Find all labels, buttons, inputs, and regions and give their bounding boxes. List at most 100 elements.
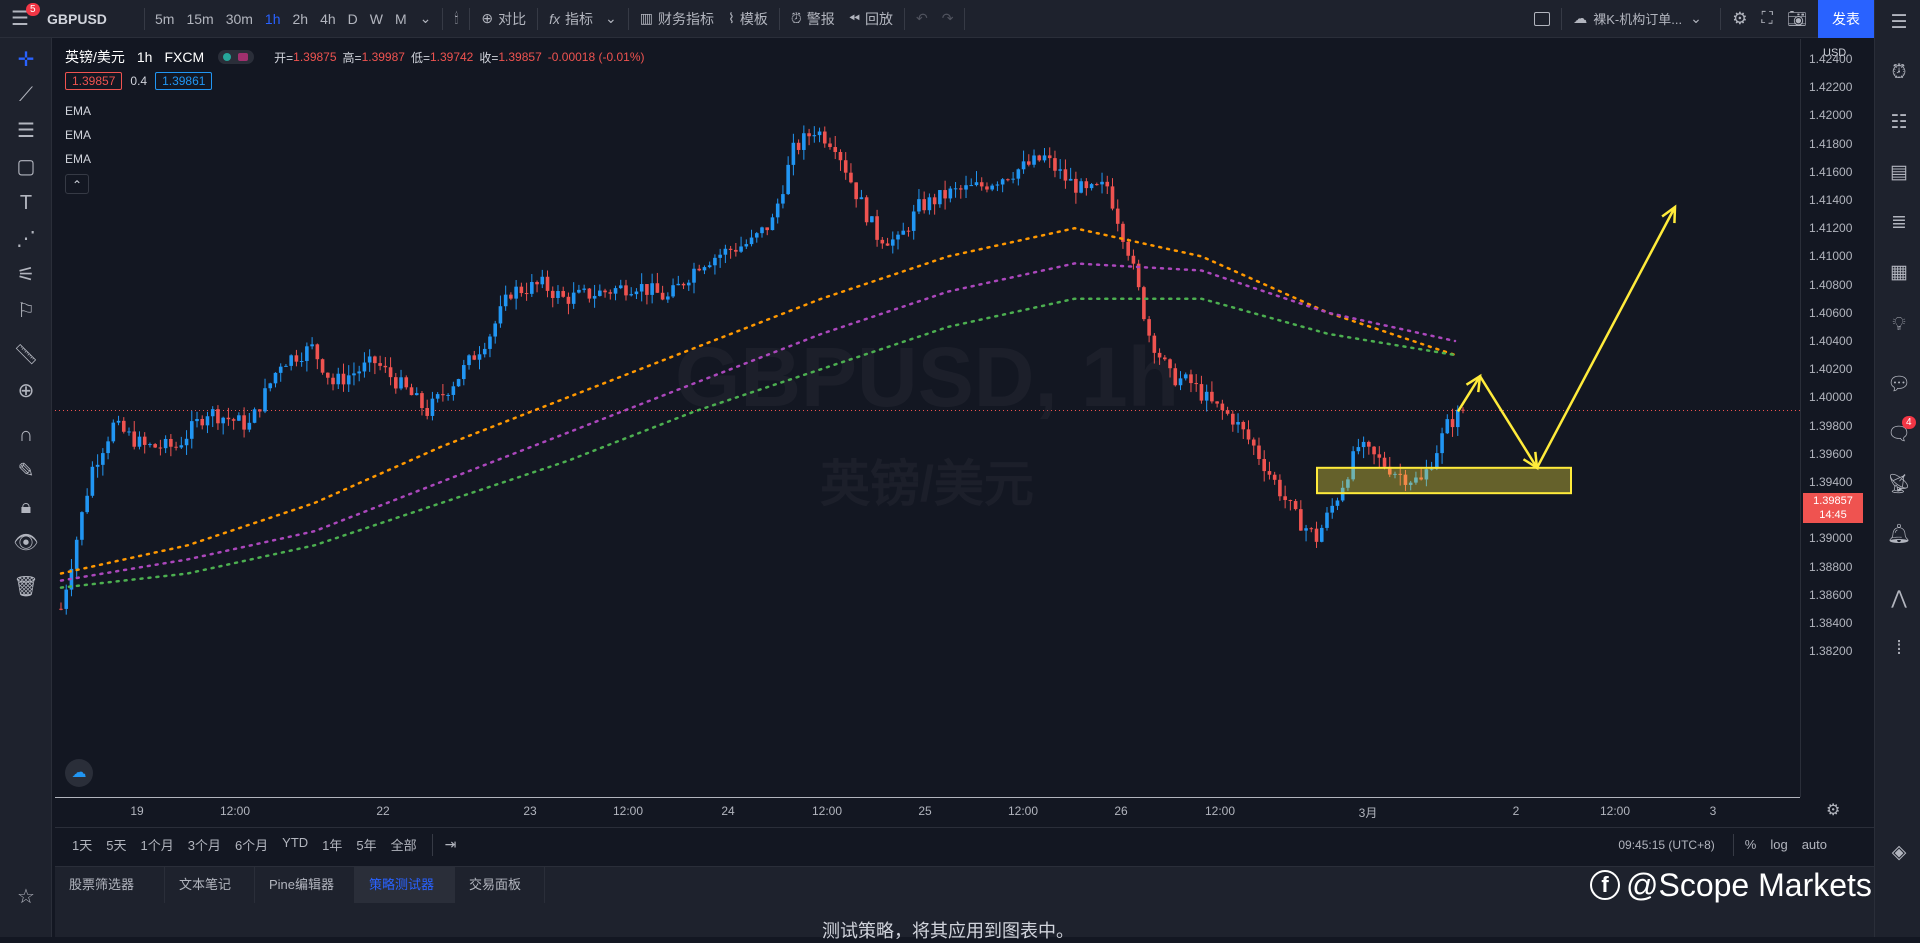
candle-body <box>922 199 926 211</box>
lock-icon[interactable]: 🔒︎ <box>20 496 32 518</box>
range-button[interactable]: 全部 <box>390 838 417 853</box>
candle-body <box>629 294 634 296</box>
interval-dropdown[interactable]: ⌄ <box>413 0 439 38</box>
candle-body <box>1053 158 1057 171</box>
range-button[interactable]: YTD <box>282 835 309 850</box>
fullscreen-button[interactable]: ⛶ <box>1754 0 1779 38</box>
templates-button[interactable]: ⌇ 模板 <box>721 0 775 38</box>
range-button[interactable]: 1个月 <box>140 838 174 853</box>
candle-body <box>315 344 320 360</box>
clock-display[interactable]: 09:45:15 (UTC+8) <box>1618 837 1715 852</box>
interval-4h[interactable]: 4h <box>320 10 336 27</box>
magnet-icon[interactable]: ∩ <box>18 424 34 446</box>
ema-line <box>59 297 1457 589</box>
order-panel-icon[interactable]: ⋀ <box>1891 588 1907 609</box>
fullscreen-toggle[interactable] <box>1527 0 1557 38</box>
news-icon[interactable]: ▤ <box>1890 162 1908 183</box>
range-button[interactable]: 1天 <box>72 838 93 853</box>
prediction-icon[interactable]: ⚟ <box>17 264 35 286</box>
indicator-legend-1[interactable]: EMA <box>65 128 92 142</box>
help-icon[interactable]: ◈ <box>1891 842 1907 863</box>
bottom-tab[interactable]: 股票筛选器 <box>55 867 165 903</box>
hotlist-icon[interactable]: ≣ <box>1891 212 1907 233</box>
redo-button[interactable]: ↷ <box>935 0 961 38</box>
indicator-legend-2[interactable]: EMA <box>65 152 92 166</box>
market-status-toggle[interactable] <box>218 50 255 64</box>
chat-icon[interactable]: 💬︎ <box>1886 374 1912 395</box>
candle-body <box>1163 357 1167 360</box>
percent-toggle[interactable]: % <box>1744 837 1757 852</box>
range-button[interactable]: 6个月 <box>234 838 269 853</box>
buy-price-button[interactable]: 1.39861 <box>155 72 213 90</box>
indicator-legend-0[interactable]: EMA <box>65 104 92 118</box>
ruler-icon[interactable]: 📏︎ <box>13 344 39 366</box>
bottom-tab[interactable]: 文本笔记 <box>165 867 255 903</box>
legend-symbol-name[interactable]: 英镑/美元 <box>65 49 125 65</box>
compare-button[interactable]: ⊕ 对比 <box>474 0 533 38</box>
trendline-icon[interactable]: ⟋ <box>19 84 33 106</box>
bottom-tab[interactable]: 交易面板 <box>455 867 545 903</box>
axis-settings-icon[interactable]: ⚙︎ <box>1826 802 1841 819</box>
symbol-search[interactable]: GBPUSD <box>47 10 107 27</box>
data-window-icon[interactable]: ☷ <box>1890 112 1908 133</box>
eye-icon[interactable]: 👁︎ <box>13 532 39 554</box>
interval-M[interactable]: M <box>395 10 407 27</box>
range-button[interactable]: 3个月 <box>187 838 221 853</box>
text-icon[interactable]: T <box>19 192 33 214</box>
publish-button[interactable]: 发表 <box>1818 0 1874 38</box>
candle-body <box>1387 466 1392 475</box>
range-button[interactable]: 5天 <box>106 838 127 853</box>
streams-icon[interactable]: 📡︎ <box>1886 474 1912 495</box>
dom-icon[interactable]: ⁞ <box>1896 638 1902 659</box>
chart-type-button[interactable]: 🕯︎ <box>447 0 465 38</box>
financials-button[interactable]: ▥ 财务指标 <box>633 0 721 38</box>
bottom-tab[interactable]: 策略测试器 <box>355 867 455 903</box>
undo-button[interactable]: ↶ <box>909 0 935 38</box>
interval-15m[interactable]: 15m <box>186 10 214 27</box>
rectangle-shape-icon[interactable]: ▢ <box>16 156 36 178</box>
alert-button[interactable]: ⏰︎ 警报 <box>784 0 842 38</box>
ideas-bulb-icon[interactable]: 💡︎ <box>1892 314 1906 335</box>
trash-icon[interactable]: 🗑︎ <box>13 576 39 598</box>
watchlist-icon[interactable]: ☰ <box>1890 12 1908 33</box>
candle-body <box>618 285 623 289</box>
broker-logo-icon[interactable]: ☁︎ <box>65 759 93 787</box>
icons-flag-icon[interactable]: ⚐ <box>17 300 35 322</box>
layout-selector[interactable]: ☁︎ 裸K-机构订单... ⌄ <box>1566 0 1716 38</box>
auto-toggle[interactable]: auto <box>1801 837 1827 852</box>
notifications-bell-icon[interactable]: 🔔︎ <box>1886 524 1912 545</box>
interval-2h[interactable]: 2h <box>292 10 309 27</box>
zoom-in-icon[interactable]: ⊕ <box>17 380 35 402</box>
candle-body <box>226 417 231 420</box>
snapshot-button[interactable]: 📷︎ <box>1780 0 1814 38</box>
bottom-tab[interactable]: Pine编辑器 <box>255 867 355 903</box>
collapse-legend-button[interactable]: ⌃ <box>65 174 89 194</box>
interval-D[interactable]: D <box>347 10 358 27</box>
chat-messages-icon[interactable]: 🗨︎ 4 <box>1886 416 1916 448</box>
alerts-clock-icon[interactable]: ⏰︎ <box>1891 62 1907 83</box>
horizontal-lines-icon[interactable]: ☰ <box>17 120 35 142</box>
interval-1h[interactable]: 1h <box>264 10 281 27</box>
settings-button[interactable]: ⚙︎ <box>1725 0 1754 38</box>
goto-date-icon[interactable]: ⇥ <box>444 836 457 852</box>
candle-body <box>1293 501 1298 510</box>
menu-button[interactable]: ☰ 5 <box>0 0 40 38</box>
pencil-lock-icon[interactable]: ✎ <box>17 460 35 482</box>
time-axis[interactable]: 19 12:00 22 23 12:00 24 12:00 25 12:00 26 12:00 3月 2… <box>55 797 1800 827</box>
candle-body <box>822 131 827 144</box>
crosshair-icon[interactable]: ✛ <box>17 49 35 71</box>
price-axis[interactable]: USD 1.42400 1.42200 1.42000 1.41800 1.41600 1… <box>1800 39 1874 797</box>
range-button[interactable]: 1年 <box>322 838 343 853</box>
chart-pane[interactable]: GBPUSD, 1h 英镑/美元 英镑/美元 1h FXCM 开= 1.39875… <box>55 39 1800 797</box>
interval-5m[interactable]: 5m <box>155 10 175 27</box>
interval-W[interactable]: W <box>369 10 383 27</box>
range-button[interactable]: 5年 <box>356 838 377 853</box>
indicators-button[interactable]: fx 指标 ⌄ <box>542 0 624 38</box>
sell-price-button[interactable]: 1.39857 <box>65 72 123 90</box>
favorites-star-icon[interactable]: ☆ <box>17 886 35 908</box>
replay-button[interactable]: ⏪︎ 回放 <box>842 0 900 38</box>
pattern-icon[interactable]: ⋰ <box>16 228 36 250</box>
interval-30m[interactable]: 30m <box>225 10 253 27</box>
calendar-icon[interactable]: ▦ <box>1890 262 1908 283</box>
log-toggle[interactable]: log <box>1770 837 1788 852</box>
